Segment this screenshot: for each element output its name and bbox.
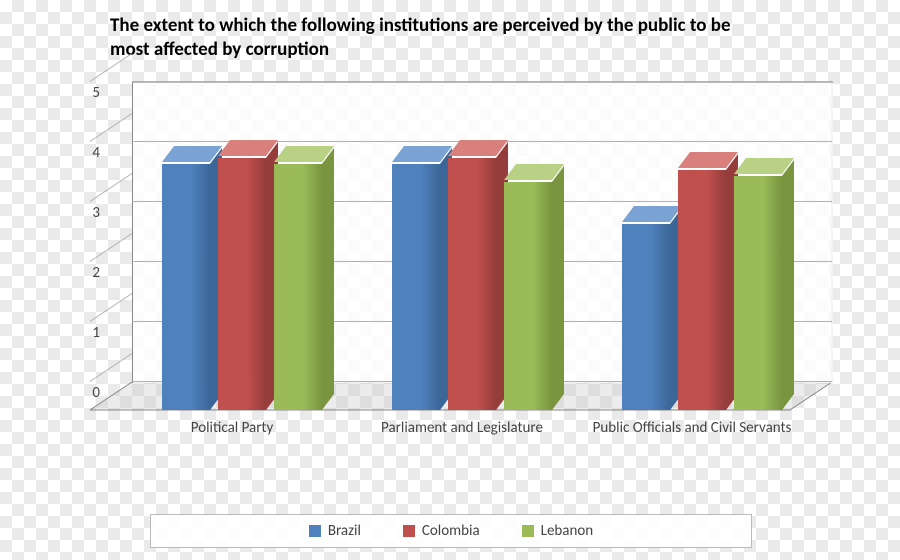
bar-colombia-1 [448, 158, 496, 410]
legend-label: Brazil [328, 522, 361, 540]
bar-colombia-2 [678, 170, 726, 410]
y-tick-label: 0 [50, 384, 100, 402]
y-tick-label: 2 [50, 264, 100, 282]
legend-swatch [309, 525, 321, 537]
category-label: Public Officials and Civil Servants [592, 420, 792, 437]
legend-label: Colombia [422, 522, 480, 540]
y-tick-label: 5 [50, 84, 100, 102]
bar-brazil-0 [162, 164, 210, 410]
legend-item-brazil: Brazil [309, 522, 361, 540]
plot-area: 012345Political PartyParliament and Legi… [90, 110, 850, 410]
legend-label: Lebanon [541, 522, 594, 540]
chart-title: The extent to which the following instit… [110, 14, 770, 62]
gridline [132, 81, 832, 82]
y-tick-label: 1 [50, 324, 100, 342]
bar-brazil-2 [622, 224, 670, 410]
legend: Brazil Colombia Lebanon [150, 514, 752, 548]
y-tick-label: 3 [50, 204, 100, 222]
category-label: Parliament and Legislature [362, 420, 562, 437]
bar-lebanon-0 [274, 164, 322, 410]
legend-swatch [403, 525, 415, 537]
legend-item-lebanon: Lebanon [522, 522, 594, 540]
y-tick-label: 4 [50, 144, 100, 162]
bar-lebanon-2 [734, 176, 782, 410]
bar-colombia-0 [218, 158, 266, 410]
bar-lebanon-1 [504, 182, 552, 410]
category-label: Political Party [132, 420, 332, 437]
legend-swatch [522, 525, 534, 537]
legend-item-colombia: Colombia [403, 522, 480, 540]
bar-brazil-1 [392, 164, 440, 410]
